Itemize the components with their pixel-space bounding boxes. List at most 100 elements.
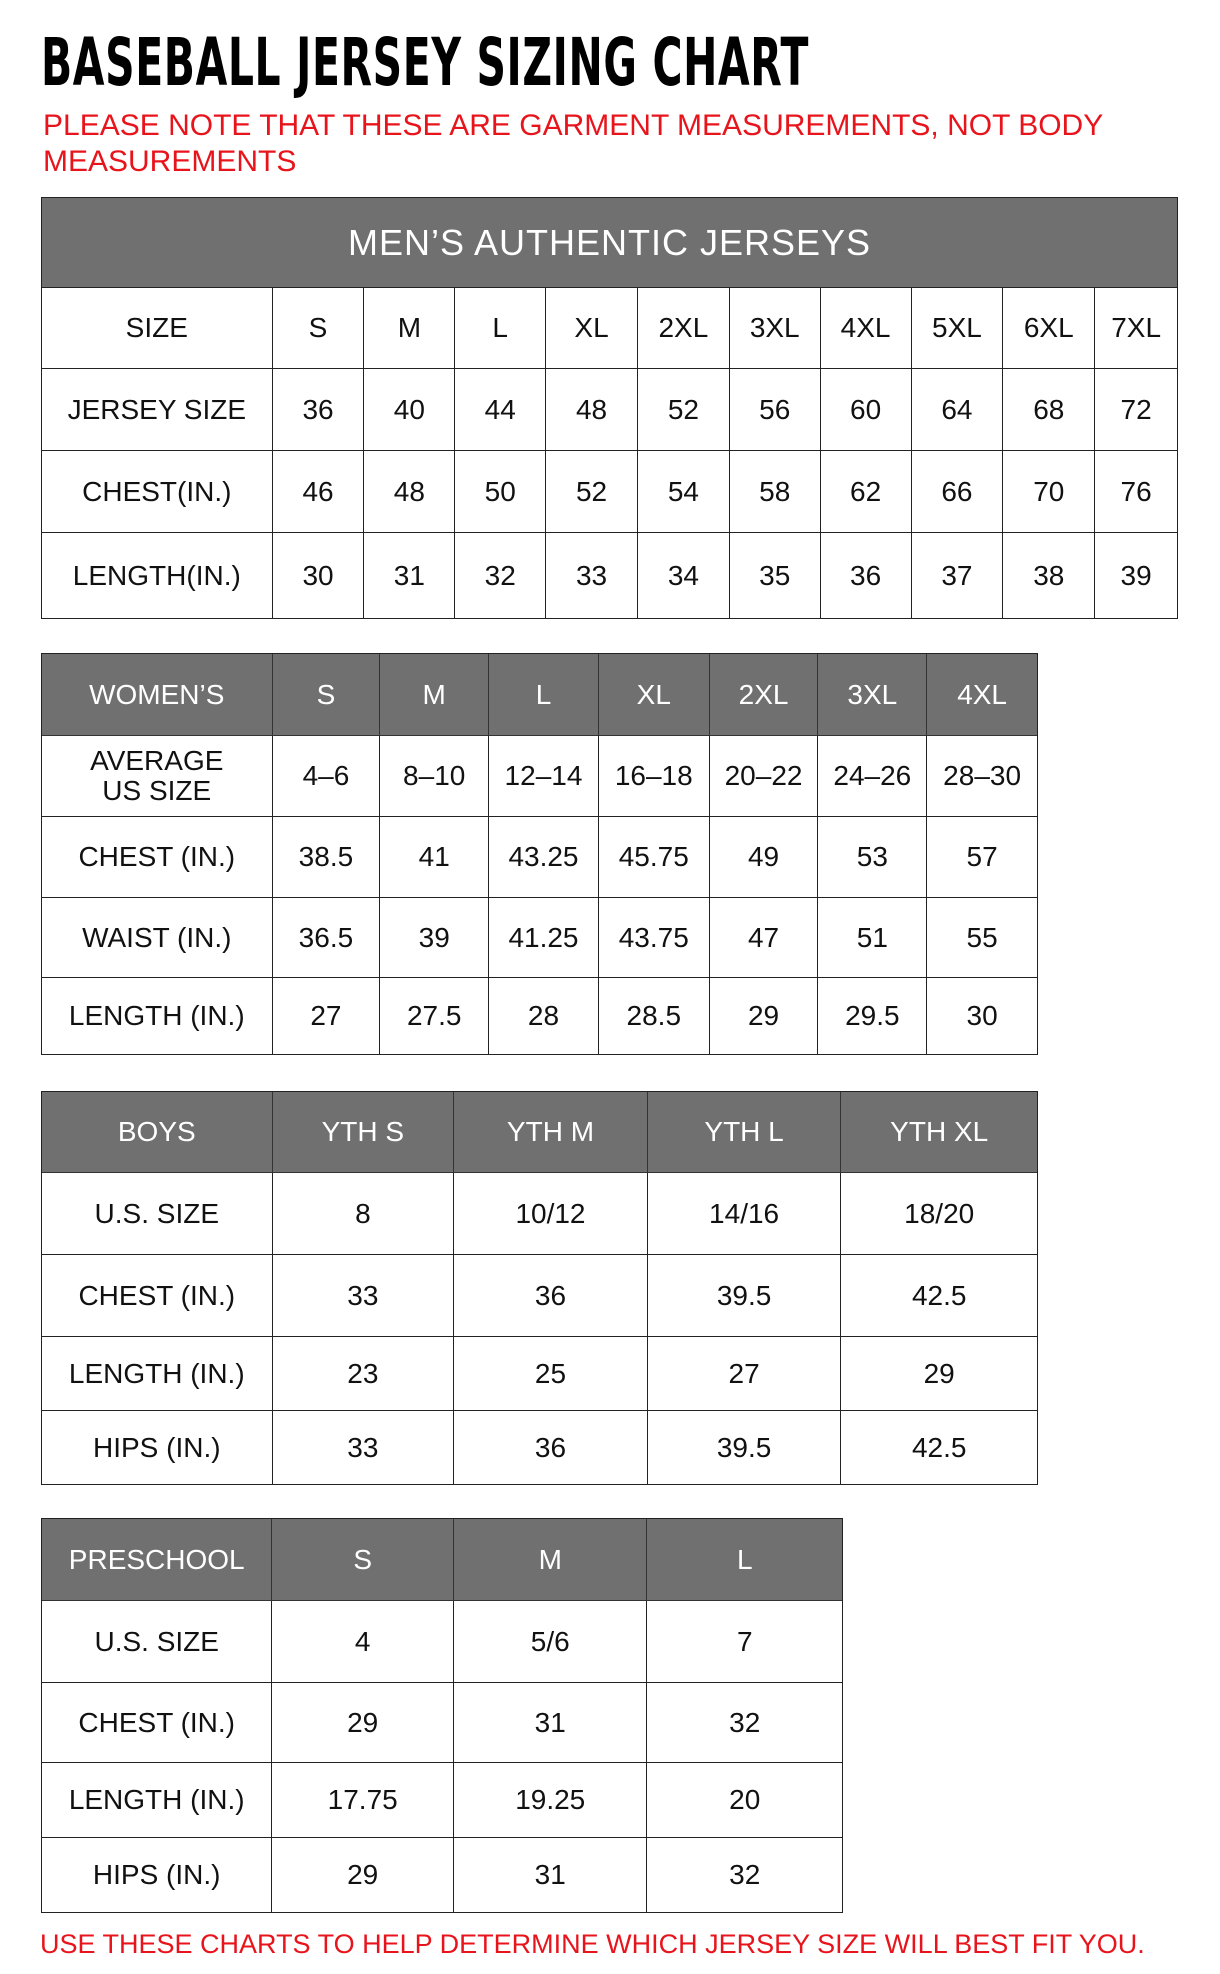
row-label-cell: CHEST (IN.) xyxy=(42,1683,273,1763)
value-cell: 43.25 xyxy=(489,817,599,898)
value-cell: 28 xyxy=(489,978,599,1054)
value-cell: 76 xyxy=(1095,451,1178,533)
value-cell: 28–30 xyxy=(927,736,1037,817)
value-cell: 36 xyxy=(454,1411,648,1484)
value-cell: 37 xyxy=(912,533,1004,618)
value-cell: 60 xyxy=(820,369,912,451)
preschool-table-row: U.S. SIZE 4 5/6 7 xyxy=(42,1601,842,1683)
value-cell: 68 xyxy=(1003,369,1096,451)
value-cell: 5/6 xyxy=(453,1601,648,1683)
value-cell: 17.75 xyxy=(272,1763,454,1838)
size-header-cell: 6XL xyxy=(1003,288,1096,369)
womens-header-row: WOMEN’S S M L XL 2XL 3XL 4XL xyxy=(42,654,1037,736)
row-label-cell: WOMEN’S xyxy=(42,654,273,736)
value-cell: 20–22 xyxy=(709,736,819,817)
value-cell: 45.75 xyxy=(598,817,710,898)
value-cell: 29 xyxy=(272,1683,454,1763)
row-label-cell: LENGTH (IN.) xyxy=(42,978,273,1054)
value-cell: 18/20 xyxy=(841,1173,1037,1255)
preschool-table-row: CHEST (IN.) 29 31 32 xyxy=(42,1683,842,1763)
mens-table: MEN’S AUTHENTIC JERSEYS SIZE S M L XL 2XL 3XL 4X… xyxy=(41,197,1178,619)
value-cell: 31 xyxy=(364,533,456,618)
womens-table-row: LENGTH (IN.) 27 27.5 28 28.5 29 29.5 30 xyxy=(42,978,1037,1054)
size-header-cell: 5XL xyxy=(911,288,1004,369)
value-cell: 30 xyxy=(966,1000,998,1031)
preschool-table-row: HIPS (IN.) 29 31 32 xyxy=(42,1838,842,1912)
value-cell: 39 xyxy=(1120,559,1152,591)
size-header-cell: YTH S xyxy=(272,1092,455,1173)
size-header-cell: L xyxy=(455,288,547,369)
womens-table-row: AVERAGE US SIZE 4–6 8–10 12–14 16–18 20–22 24–… xyxy=(42,736,1037,817)
value-cell: 58 xyxy=(729,451,821,533)
value-cell: 4–6 xyxy=(272,736,381,817)
value-cell: 36 xyxy=(454,1255,648,1337)
value-cell: 30 xyxy=(273,533,365,618)
value-cell: 29 xyxy=(272,1838,454,1912)
value-cell: 29 xyxy=(710,978,819,1054)
value-cell: 70 xyxy=(1003,451,1096,533)
value-cell: 24–26 xyxy=(818,736,928,817)
value-cell: 25 xyxy=(454,1337,648,1411)
value-cell: 4 xyxy=(272,1601,454,1683)
value-cell: 7 xyxy=(647,1601,842,1683)
value-cell: 29.5 xyxy=(818,978,928,1054)
size-header-cell: YTH M xyxy=(454,1092,648,1173)
row-label-cell: LENGTH (IN.) xyxy=(42,1763,273,1838)
size-header-cell: 4XL xyxy=(820,288,912,369)
value-cell: 51 xyxy=(818,898,928,978)
value-cell: 72 xyxy=(1095,369,1178,451)
womens-table: WOMEN’S S M L XL 2XL 3XL 4XL AVERAGE US SIZE 4–6 8… xyxy=(41,653,1038,1055)
value-cell: 54 xyxy=(637,451,730,533)
size-header-cell: S xyxy=(272,288,365,369)
value-cell: 39.5 xyxy=(647,1255,842,1337)
value-cell: 32 xyxy=(729,1859,761,1890)
size-header-cell: 3XL xyxy=(818,654,928,736)
garment-measurement-note: PLEASE NOTE THAT THESE ARE GARMENT MEASU… xyxy=(43,109,1103,178)
preschool-table: PRESCHOOL S M L U.S. SIZE 4 5/6 7 CHEST (IN.) 29 3… xyxy=(41,1518,843,1913)
value-cell: 43.75 xyxy=(598,898,710,978)
value-cell: 35 xyxy=(730,533,821,618)
value-cell: 31 xyxy=(454,1838,648,1912)
row-label-cell: HIPS (IN.) xyxy=(42,1411,273,1484)
row-label-cell: U.S. SIZE xyxy=(42,1173,273,1255)
value-cell: 23 xyxy=(272,1337,455,1411)
womens-table-row: WAIST (IN.) 36.5 39 41.25 43.75 47 51 55 xyxy=(42,898,1037,978)
mens-table-row: JERSEY SIZE 36 40 44 48 52 56 60 64 68 72 xyxy=(42,369,1178,451)
value-cell: 16–18 xyxy=(598,736,710,817)
value-cell: 12–14 xyxy=(489,736,599,817)
mens-table-row: LENGTH(IN.) 30 31 32 33 34 35 36 37 38 39 xyxy=(42,533,1177,618)
value-cell: 48 xyxy=(364,451,456,533)
size-header-cell: 7XL xyxy=(1095,288,1178,369)
value-cell: 55 xyxy=(927,898,1037,978)
value-cell: 57 xyxy=(927,817,1037,898)
row-label-cell: SIZE xyxy=(42,288,273,369)
value-cell: 29 xyxy=(841,1337,1037,1411)
mens-header-row: SIZE S M L XL 2XL 3XL 4XL 5XL 6XL 7XL xyxy=(42,288,1178,369)
value-cell: 27 xyxy=(647,1337,842,1411)
value-cell: 27 xyxy=(273,978,381,1054)
value-cell: 36 xyxy=(821,533,912,618)
boys-table-row: U.S. SIZE 8 10/12 14/16 18/20 xyxy=(42,1173,1037,1255)
value-cell: 8 xyxy=(272,1173,455,1255)
mens-banner: MEN’S AUTHENTIC JERSEYS xyxy=(42,198,1177,288)
boys-table: BOYS YTH S YTH M YTH L YTH XL U.S. SIZE 8 10/12… xyxy=(41,1091,1038,1485)
value-cell: 32 xyxy=(455,533,547,618)
value-cell: 40 xyxy=(364,369,456,451)
value-cell: 33 xyxy=(546,533,638,618)
value-cell: 14/16 xyxy=(647,1173,842,1255)
value-cell: 39.5 xyxy=(648,1411,842,1484)
boys-table-row: LENGTH (IN.) 23 25 27 29 xyxy=(42,1337,1037,1411)
value-cell: 39 xyxy=(380,898,490,978)
mens-table-row: CHEST(IN.) 46 48 50 52 54 58 62 66 70 76 xyxy=(42,451,1178,533)
value-cell: 33 xyxy=(272,1255,455,1337)
value-cell: 42.5 xyxy=(911,1431,967,1463)
boys-table-row: CHEST (IN.) 33 36 39.5 42.5 xyxy=(42,1255,1037,1337)
value-cell: 56 xyxy=(729,369,821,451)
value-cell: 38 xyxy=(1003,533,1096,618)
row-label-cell: AVERAGE US SIZE xyxy=(42,736,273,817)
size-header-cell: 3XL xyxy=(729,288,821,369)
preschool-header-row: PRESCHOOL S M L xyxy=(42,1519,842,1601)
value-cell: 28.5 xyxy=(599,978,710,1054)
value-cell: 66 xyxy=(911,451,1004,533)
size-header-cell: M xyxy=(380,654,490,736)
